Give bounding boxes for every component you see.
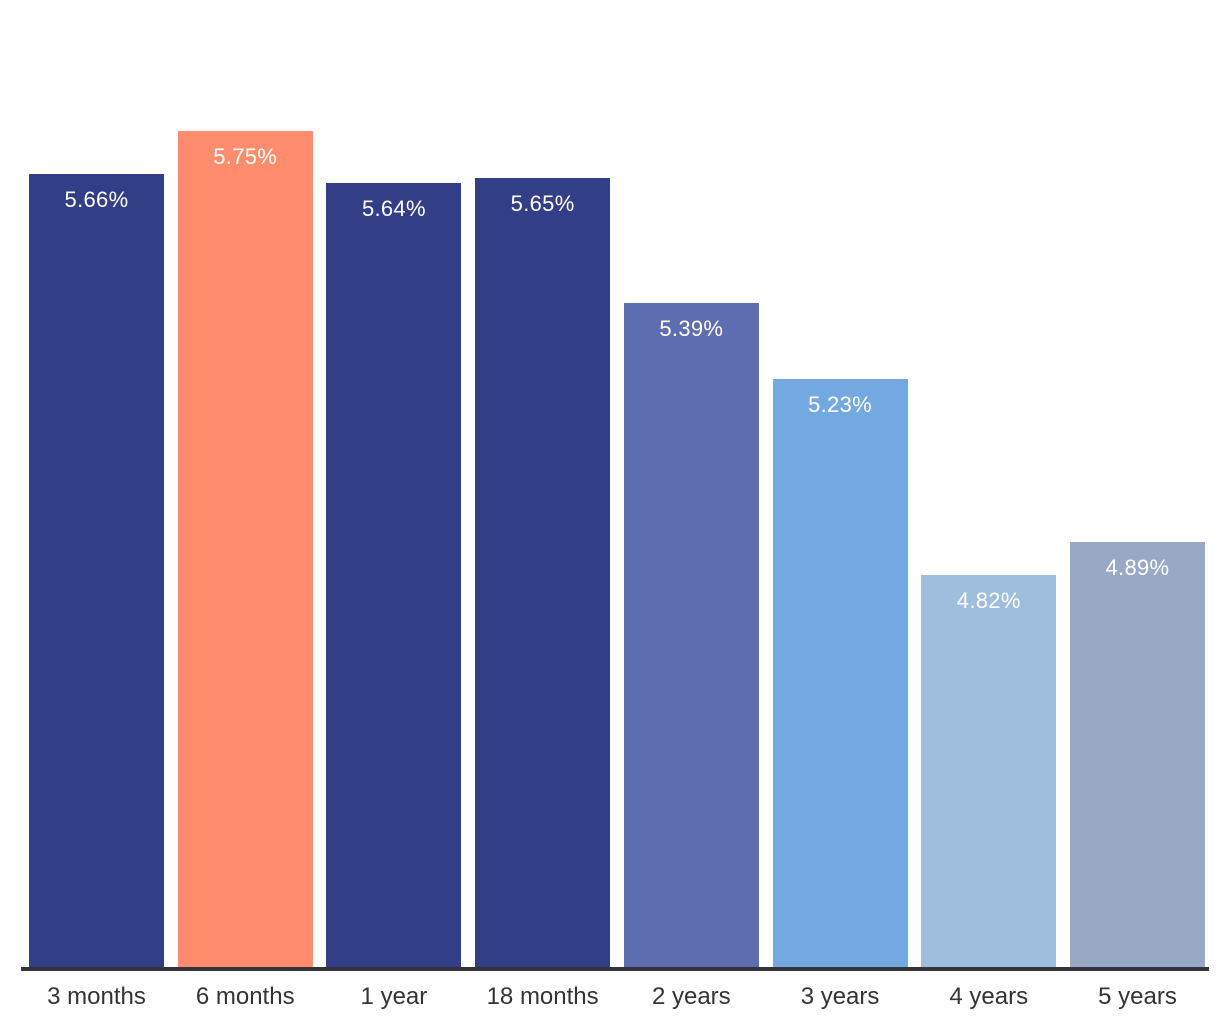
x-axis-line (21, 967, 1209, 971)
bar-18-months: 5.65% (475, 178, 611, 967)
x-axis-label-18-months: 18 months (486, 983, 599, 1010)
bar-value-label: 5.65% (510, 191, 575, 217)
bar-1-year: 5.64% (326, 183, 462, 967)
bar-2-years: 5.39% (623, 302, 759, 967)
x-axis-label-3-years: 3 years (800, 983, 880, 1010)
x-axis-label-3-months: 3 months (47, 983, 146, 1010)
bar-value-label: 5.66% (64, 186, 129, 212)
bar-3-years: 5.23% (772, 379, 908, 967)
bar-value-label: 5.23% (808, 392, 872, 418)
bar-value-label: 5.75% (213, 143, 278, 169)
bar-4-years: 4.82% (921, 575, 1057, 967)
bar-6-months: 5.75% (177, 130, 313, 967)
x-axis-label-2-years: 2 years (651, 983, 731, 1010)
bar-3-months: 5.66% (29, 173, 164, 967)
bar-value-label: 4.82% (956, 588, 1021, 614)
x-axis-label-4-years: 4 years (949, 983, 1029, 1010)
bar-value-label: 4.89% (1105, 554, 1170, 580)
bar-value-label: 5.64% (361, 196, 426, 222)
bar-value-label: 5.39% (659, 315, 724, 341)
x-axis-label-5-years: 5 years (1098, 983, 1177, 1010)
x-axis-label-6-months: 6 months (195, 983, 295, 1010)
x-axis-label-1-year: 1 year (360, 983, 428, 1010)
bar-5-years: 4.89% (1069, 541, 1205, 967)
